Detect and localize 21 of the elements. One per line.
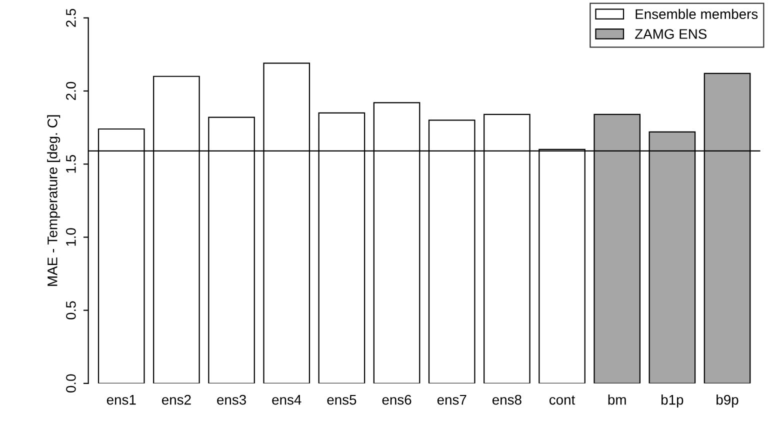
legend-label: Ensemble members xyxy=(636,8,758,20)
y-tick-label: 0.0 xyxy=(66,374,76,393)
x-tick-label: ens8 xyxy=(492,394,522,405)
y-tick-label: 2.5 xyxy=(66,8,76,27)
x-tick-label: ens1 xyxy=(106,395,136,405)
x-tick-label: ens4 xyxy=(272,395,302,405)
y-tick-label: 2.0 xyxy=(66,82,76,100)
x-tick-label: ens5 xyxy=(327,395,356,405)
x-tick-label: b9p xyxy=(716,394,738,408)
y-tick-label: 1.0 xyxy=(66,228,76,246)
legend-label: ZAMG ENS xyxy=(635,29,707,39)
x-tick-label: cont xyxy=(549,396,576,405)
y-tick-label: 1.5 xyxy=(66,155,76,173)
x-tick-label: bm xyxy=(608,394,626,405)
x-tick-label: ens7 xyxy=(437,395,466,405)
y-axis-title: MAE - Temperature [deg. C] xyxy=(47,115,60,286)
x-tick-label: b1p xyxy=(662,394,684,408)
x-tick-label: ens3 xyxy=(217,394,246,405)
x-tick-label: ens2 xyxy=(162,394,191,405)
x-tick-label: ens6 xyxy=(382,394,412,405)
y-tick-label: 0.5 xyxy=(66,301,76,320)
